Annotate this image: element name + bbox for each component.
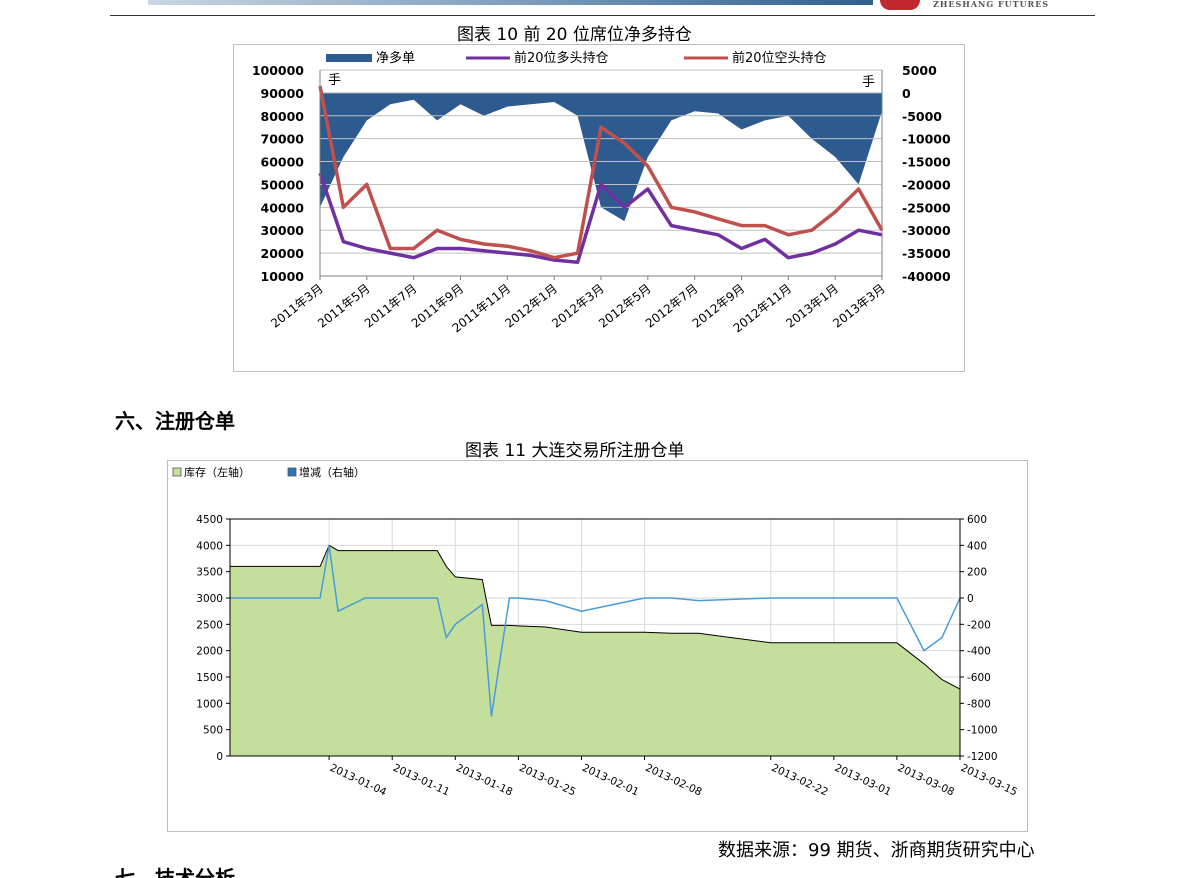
legend-change-label: 增减（右轴） [299, 465, 365, 479]
x-tick-label: 2013-01-18 [454, 762, 514, 799]
series-long-line [318, 172, 883, 265]
left-tick-label: 70000 [261, 132, 305, 147]
chart-registered-warehouse-receipts: 4500400035003000250020001500100050006004… [172, 465, 1019, 799]
section-7-title: 七、技术分析 [115, 866, 235, 878]
x-tick-label: 2013-02-08 [643, 762, 703, 799]
right-tick-label: -5000 [902, 109, 942, 124]
right-tick-label: 5000 [902, 63, 937, 78]
right-tick-label: -40000 [902, 269, 951, 284]
x-tick-label: 2013-03-15 [959, 762, 1019, 799]
left-tick-label: 500 [203, 725, 223, 737]
x-tick-label: 2013-01-11 [391, 762, 451, 799]
right-tick-label: -30000 [902, 223, 951, 238]
left-tick-label: 100000 [252, 63, 304, 78]
left-tick-label: 50000 [261, 177, 305, 192]
left-tick-label: 30000 [261, 223, 305, 238]
legend-net-swatch [326, 54, 372, 62]
company-logo [880, 0, 920, 10]
x-tick-label: 2013-01-04 [328, 762, 389, 799]
x-tick-label: 2013-02-01 [580, 762, 640, 799]
left-tick-label: 10000 [261, 269, 305, 284]
x-tick-label: 2013年3月 [830, 281, 888, 330]
figure-10-frame: 100000 90000 80000 70000 60000 50000 40000 3000… [233, 44, 965, 372]
right-tick-label: -800 [967, 698, 991, 710]
legend-net-label: 净多单 [376, 50, 415, 66]
legend-stock-swatch [172, 467, 182, 477]
right-tick-label: -35000 [902, 246, 951, 261]
right-tick-label: 200 [967, 567, 987, 579]
legend-short-label: 前20位空头持仓 [732, 50, 827, 66]
series-change-line [230, 545, 961, 717]
right-tick-label: 0 [902, 86, 911, 101]
left-tick-label: 1000 [196, 698, 223, 710]
right-tick-label: -1200 [967, 751, 998, 763]
company-brand: ZHESHANG FUTURES [933, 0, 1050, 9]
left-tick-label: 2500 [196, 619, 223, 631]
right-axis-unit: 手 [862, 75, 875, 90]
figure-11-frame: 4500 4000 3500 3000 2500 2000 1500 1000 500 0 600 4… [167, 460, 1028, 832]
series-short-line [318, 85, 884, 260]
right-tick-label: -10000 [902, 132, 951, 147]
x-tick-label: 2013-01-25 [517, 762, 577, 799]
left-tick-label: 4000 [196, 540, 223, 552]
left-tick-label: 3500 [196, 567, 223, 579]
left-tick-label: 80000 [261, 109, 305, 124]
right-tick-label: -200 [967, 619, 991, 631]
legend-stock-label: 库存（左轴） [184, 465, 250, 479]
right-tick-label: -400 [967, 646, 991, 658]
left-tick-label: 20000 [261, 246, 305, 261]
figure-11-caption: 图表 11 大连交易所注册仓单 [465, 441, 685, 461]
left-tick-label: 2000 [196, 646, 223, 658]
x-tick-label: 2013-03-01 [833, 762, 893, 799]
left-axis-unit: 手 [328, 73, 341, 88]
series-net-long-area [320, 92, 882, 222]
data-source: 数据来源：99 期货、浙商期货研究中心 [718, 840, 1035, 861]
header-rule [110, 15, 1095, 16]
right-tick-label: -1000 [967, 725, 998, 737]
right-tick-label: -15000 [902, 155, 951, 170]
right-tick-label: 400 [967, 540, 987, 552]
right-tick-label: 600 [967, 514, 987, 526]
right-tick-label: -25000 [902, 200, 951, 215]
right-tick-label: -20000 [902, 177, 951, 192]
left-tick-label: 90000 [261, 86, 305, 101]
left-tick-label: 40000 [261, 200, 305, 215]
chart-net-long-positions: 1000009000080000700006000050000400003000… [252, 50, 951, 335]
left-tick-label: 3000 [196, 593, 223, 605]
right-tick-label: 0 [967, 593, 974, 605]
legend-long-label: 前20位多头持仓 [514, 50, 609, 66]
section-6-title: 六、注册仓单 [115, 409, 235, 433]
left-tick-label: 0 [216, 751, 223, 763]
right-tick-label: -600 [967, 672, 991, 684]
figure-10-caption: 图表 10 前 20 位席位净多持仓 [457, 25, 692, 45]
header-banner [148, 0, 873, 5]
left-tick-label: 1500 [196, 672, 223, 684]
left-tick-label: 60000 [261, 155, 305, 170]
x-tick-label: 2013-03-08 [896, 762, 956, 799]
left-tick-label: 4500 [196, 514, 223, 526]
x-tick-label: 2013-02-22 [769, 762, 829, 799]
legend-change-swatch [287, 467, 297, 477]
